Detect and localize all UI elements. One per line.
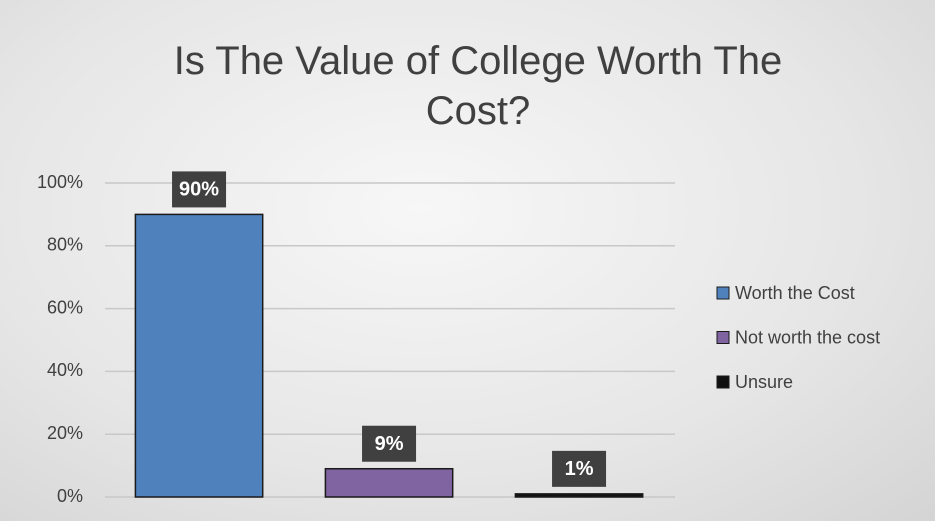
data-label: 1% <box>565 458 594 480</box>
y-tick-label: 40% <box>47 360 83 380</box>
legend-swatch <box>716 375 730 389</box>
legend-swatch <box>716 331 730 344</box>
data-label: 9% <box>375 433 404 455</box>
y-tick-label: 60% <box>47 297 83 317</box>
bar <box>514 493 644 498</box>
legend-label: Unsure <box>735 372 793 392</box>
legend-swatch <box>716 286 730 300</box>
y-tick-label: 0% <box>57 486 83 506</box>
chart-title: Is The Value of College Worth The Cost? <box>173 39 783 133</box>
bar <box>134 213 264 498</box>
legend-label: Not worth the cost <box>735 327 880 347</box>
data-label-box <box>172 171 227 208</box>
data-label-box <box>362 425 417 462</box>
y-tick-label: 20% <box>47 423 83 443</box>
y-tick-label: 80% <box>47 235 83 255</box>
y-tick-label: 100% <box>37 172 83 192</box>
legend-label: Worth the Cost <box>735 283 855 303</box>
data-label-box <box>552 450 607 487</box>
data-label: 90% <box>179 179 219 201</box>
bar <box>324 467 454 498</box>
